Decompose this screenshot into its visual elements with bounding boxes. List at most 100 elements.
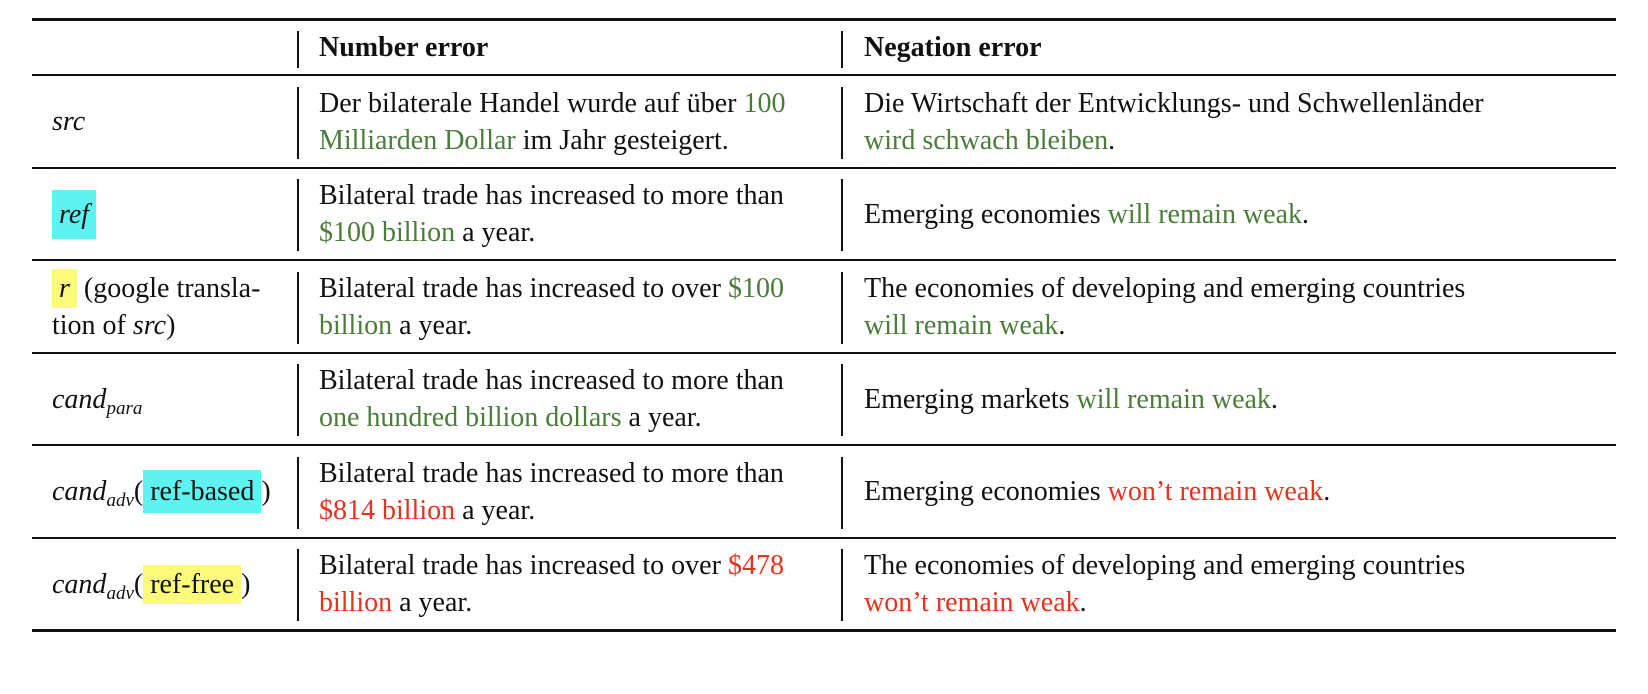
row-label-r-cell: r (google transla- tion of src): [52, 261, 300, 352]
text-span: The economies of developing and emerging…: [864, 550, 1466, 581]
error-span: won’t remain weak: [1107, 476, 1324, 507]
table-row-cand-adv-ref-free: candadv(ref-free) Bilateral trade has in…: [32, 539, 1616, 629]
column-separator: [297, 364, 299, 436]
text-span: cand: [52, 383, 107, 415]
error-span: won’t remain weak: [864, 587, 1080, 618]
bottom-rule: [32, 629, 1616, 632]
top-rule: [32, 18, 1616, 21]
text-span: (: [133, 568, 144, 600]
number-error-cell: Bilateral trade has increased to over $1…: [319, 261, 849, 352]
correct-span: $100 billion: [319, 217, 456, 248]
subscript: para: [106, 397, 143, 419]
table-row-r: r (google transla- tion of src) Bilatera…: [32, 261, 1616, 352]
text-span: .: [1079, 587, 1087, 618]
row-label-ref-cell: ref: [52, 169, 300, 259]
column-separator: [841, 457, 843, 529]
table-row-cand-para: candpara Bilateral trade has increased t…: [32, 354, 1616, 444]
negation-error-cell: Emerging markets will remain weak.: [864, 354, 1616, 444]
text-span: a year.: [621, 402, 702, 433]
text-span: tion of: [52, 309, 133, 341]
text-span: Emerging economies: [864, 476, 1108, 507]
text-span: ): [261, 476, 271, 507]
negation-error-cell: Die Wirtschaft der Entwicklungs- und Sch…: [864, 76, 1616, 167]
number-error-cell: Bilateral trade has increased to more th…: [319, 446, 849, 537]
ref-based-badge: ref-based: [143, 470, 262, 513]
text-span: cand: [52, 568, 107, 600]
column-separator: [841, 179, 843, 251]
text-span: a year.: [392, 309, 473, 341]
error-span: $478: [727, 550, 784, 581]
column-separator: [841, 364, 843, 436]
text-span: cand: [52, 476, 107, 507]
text-span: Die Wirtschaft der Entwicklungs- und Sch…: [864, 87, 1484, 119]
header-negation-error: Negation error: [864, 32, 1042, 63]
text-span: .: [1270, 383, 1278, 415]
row-divider: [32, 352, 1616, 354]
correct-span: billion: [319, 309, 393, 341]
negation-error-cell: The economies of developing and emerging…: [864, 261, 1616, 352]
text-span: ): [241, 568, 251, 600]
column-separator: [841, 549, 843, 621]
text-span: .: [1302, 198, 1310, 230]
correct-span: one hundred billion dollars: [319, 402, 622, 433]
comparison-table: Number error Negation error src Der bila…: [32, 18, 1616, 664]
column-separator: [841, 272, 843, 344]
error-span: $814 billion: [319, 494, 456, 526]
text-span: a year.: [455, 217, 536, 248]
negation-error-cell: Emerging economies won’t remain weak.: [864, 446, 1616, 537]
table-row-src: src Der bilaterale Handel wurde auf über…: [32, 76, 1616, 167]
text-span: Der bilaterale Handel wurde auf über: [319, 87, 744, 119]
row-label-cand-adv-ref-free: candadv(ref-free): [52, 539, 300, 629]
negation-error-cell: The economies of developing and emerging…: [864, 539, 1616, 629]
column-separator: [297, 549, 299, 621]
row-label-cand-adv-ref-based: candadv(ref-based): [52, 446, 300, 537]
text-span: Emerging markets: [864, 383, 1077, 415]
text-span: (google transla-: [76, 272, 261, 304]
correct-span: will remain weak: [1076, 383, 1271, 415]
row-divider: [32, 537, 1616, 539]
column-separator: [841, 31, 843, 68]
column-separator: [297, 272, 299, 344]
header-rule: [32, 74, 1616, 76]
error-span: billion: [319, 587, 393, 618]
subscript: adv: [106, 582, 134, 604]
text-span: .: [1323, 476, 1331, 507]
text-span: .: [1108, 124, 1116, 156]
row-divider: [32, 167, 1616, 169]
row-label-ref: ref: [52, 189, 97, 239]
text-span: Bilateral trade has increased to more th…: [319, 457, 784, 489]
correct-span: $100: [727, 272, 784, 304]
header-corner: [52, 21, 300, 74]
subscript: adv: [106, 490, 134, 511]
text-span: Bilateral trade has increased to over: [319, 550, 728, 581]
text-span: im Jahr gesteigert.: [515, 124, 729, 156]
number-error-cell: Bilateral trade has increased to more th…: [319, 354, 849, 444]
text-span: The economies of developing and emerging…: [864, 272, 1466, 304]
row-divider: [32, 444, 1616, 446]
ref-free-badge: ref-free: [143, 564, 242, 604]
text-span: Emerging economies: [864, 198, 1108, 230]
text-span: Bilateral trade has increased to more th…: [319, 365, 784, 396]
header-number-error: Number error: [319, 32, 489, 63]
text-span: (: [133, 476, 144, 507]
column-separator: [297, 457, 299, 529]
column-separator: [297, 179, 299, 251]
column-separator: [297, 31, 299, 68]
row-label-cand-para: candpara: [52, 354, 300, 444]
text-span: .: [1058, 309, 1066, 341]
column-separator: [297, 87, 299, 159]
row-divider: [32, 259, 1616, 261]
text-span: a year.: [455, 494, 536, 526]
number-error-cell: Der bilaterale Handel wurde auf über 100…: [319, 76, 849, 167]
table-row-ref: ref Bilateral trade has increased to mor…: [32, 169, 1616, 259]
text-span: src: [132, 309, 167, 341]
table-row-cand-adv-ref-based: candadv(ref-based) Bilateral trade has i…: [32, 446, 1616, 537]
correct-span: wird schwach bleiben: [864, 124, 1109, 156]
number-error-cell: Bilateral trade has increased to over $4…: [319, 539, 849, 629]
row-label-r: r: [52, 268, 77, 308]
correct-span: 100: [743, 87, 786, 119]
text-span: ): [166, 309, 176, 341]
row-label-src: src: [52, 106, 86, 137]
negation-error-cell: Emerging economies will remain weak.: [864, 169, 1616, 259]
header-row: Number error Negation error: [32, 21, 1616, 74]
